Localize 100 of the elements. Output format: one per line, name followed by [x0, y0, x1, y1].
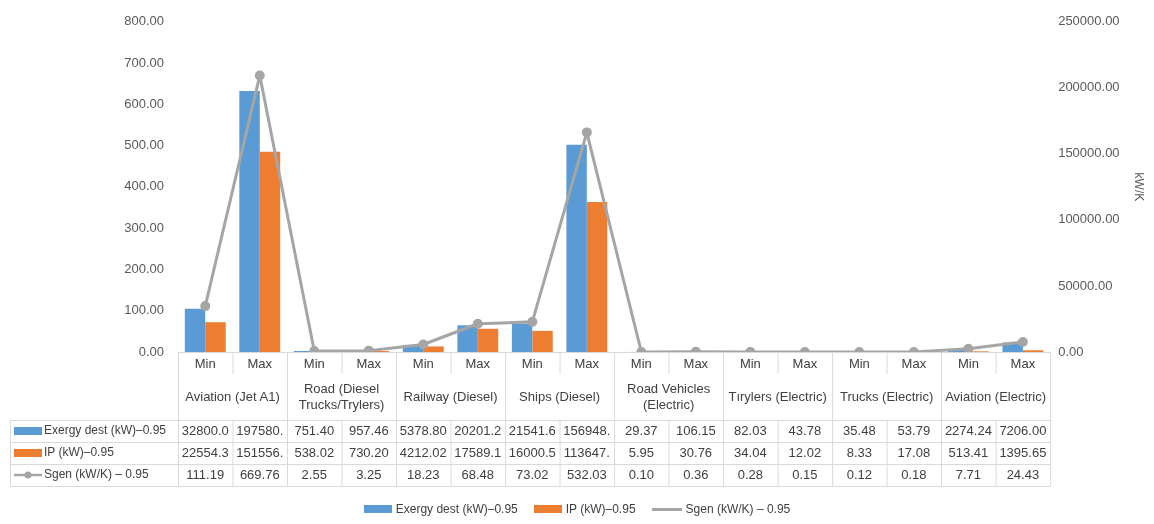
data-label: 513.41 — [948, 444, 989, 460]
bar — [423, 346, 444, 352]
y-tick-label: 400.00 — [124, 178, 164, 194]
bar — [532, 330, 553, 352]
point — [472, 318, 483, 329]
data-label: 151556. — [236, 444, 284, 460]
data-label: 156948. — [563, 422, 611, 438]
x-tick-label: Max — [574, 356, 600, 372]
y2-tick-label: 200000.00 — [1058, 79, 1120, 95]
y-tick-label: 100.00 — [124, 302, 164, 318]
data-label: 20201.2 — [454, 422, 502, 438]
bar — [184, 308, 206, 352]
y-tick-label: 0.00 — [138, 343, 164, 359]
bar — [511, 323, 533, 352]
data-label: 730.20 — [348, 444, 389, 460]
data-label: 22554.3 — [181, 444, 229, 460]
text: Aviation (Electric) — [945, 388, 1047, 404]
x-tick-label: Max — [792, 356, 818, 372]
legend-label: Sgen (kW/K) – 0.95 — [44, 467, 150, 482]
x-tick-label: Max — [901, 356, 927, 372]
data-label: 0.36 — [683, 466, 709, 482]
text: Road (Diesel Trucks/Trylers) — [298, 380, 385, 412]
data-label: 5378.80 — [399, 422, 447, 438]
data-label: 1395.65 — [999, 444, 1047, 460]
data-label: 24.43 — [1006, 466, 1040, 482]
data-label: 53.79 — [897, 422, 931, 438]
y2-tick-label: 100000.00 — [1058, 211, 1120, 227]
data-label: 0.15 — [792, 466, 818, 482]
legend-label: Exergy dest (kW)–0.95 — [44, 423, 167, 438]
bar — [205, 322, 226, 352]
text: IP (kW)–0.95 — [565, 502, 636, 516]
text: Railway (Diesel) — [403, 388, 498, 404]
data-label: 2.55 — [301, 466, 327, 482]
x-tick-label: Min — [739, 356, 761, 372]
data-label: 7.71 — [955, 466, 982, 482]
x-tick-label: Min — [194, 356, 216, 372]
data-label: 0.28 — [737, 466, 763, 482]
data-label: 669.76 — [239, 466, 280, 482]
y2-tick-label: 250000.00 — [1058, 13, 1120, 29]
data-label: 7206.00 — [999, 422, 1047, 438]
x-tick-label: Min — [848, 356, 870, 372]
bar — [239, 91, 260, 352]
point — [527, 316, 538, 327]
x-tick-label: Min — [957, 356, 979, 372]
y2-tick-label: 0.00 — [1058, 343, 1084, 359]
data-label: 197580. — [236, 422, 284, 438]
x-tick-label: Max — [465, 356, 491, 372]
data-label: 35.48 — [843, 422, 876, 438]
text: Tırylers (Electric) — [728, 388, 827, 404]
point — [581, 127, 592, 138]
y2-axis-title: kW/K — [1132, 172, 1147, 202]
bar — [259, 151, 281, 352]
y-tick-label: 500.00 — [124, 137, 164, 153]
text: Ships (Diesel) — [519, 388, 601, 404]
x-tick-label: Max — [1010, 356, 1036, 372]
data-label: 3.25 — [356, 466, 382, 482]
data-label: 68.48 — [461, 466, 495, 482]
data-label: 0.12 — [846, 466, 873, 482]
text: Trucks (Electric) — [839, 388, 934, 404]
data-label: 34.04 — [734, 444, 767, 460]
x-tick-label: Min — [521, 356, 543, 372]
text: Exergy dest (kW)–0.95 — [395, 502, 518, 516]
data-label: 106.15 — [675, 422, 716, 438]
bar — [566, 144, 587, 352]
point — [963, 343, 974, 352]
data-label: 4212.02 — [399, 444, 447, 460]
y-tick-label: 800.00 — [124, 13, 164, 29]
point — [1017, 336, 1028, 347]
point — [254, 70, 265, 81]
text: Sgen (kW/K) – 0.95 — [685, 502, 791, 516]
y-tick-label: 200.00 — [124, 261, 164, 277]
data-label: 957.46 — [348, 422, 389, 438]
text: Road Vehicles (Electric) — [627, 380, 711, 412]
y-tick-label: 300.00 — [124, 219, 164, 235]
data-label: 29.37 — [625, 422, 658, 438]
y-tick-label: 700.00 — [124, 54, 164, 70]
data-label: 82.03 — [734, 422, 767, 438]
bar — [477, 328, 499, 352]
data-label: 21541.6 — [508, 422, 556, 438]
x-tick-label: Min — [412, 356, 434, 372]
y2-tick-label: 150000.00 — [1058, 145, 1120, 161]
data-label: 12.02 — [788, 444, 822, 460]
data-label: 17589.1 — [454, 444, 502, 460]
x-tick-label: Max — [356, 356, 382, 372]
x-tick-label: Max — [247, 356, 273, 372]
data-label: 0.18 — [901, 466, 927, 482]
data-label: 18.23 — [407, 466, 440, 482]
data-label: 113647. — [563, 444, 610, 460]
data-label: 111.19 — [186, 466, 225, 482]
data-label: 751.40 — [294, 422, 335, 438]
data-label: 532.03 — [566, 466, 607, 482]
data-label: 0.10 — [628, 466, 654, 482]
x-tick-label: Max — [683, 356, 709, 372]
data-label: 32800.0 — [181, 422, 229, 438]
data-label: 538.02 — [294, 444, 335, 460]
y-tick-label: 600.00 — [124, 95, 164, 111]
data-label: 43.78 — [788, 422, 822, 438]
text: Aviation (Jet A1) — [185, 388, 280, 404]
data-label: 73.02 — [516, 466, 549, 482]
data-label: 5.95 — [628, 444, 654, 460]
